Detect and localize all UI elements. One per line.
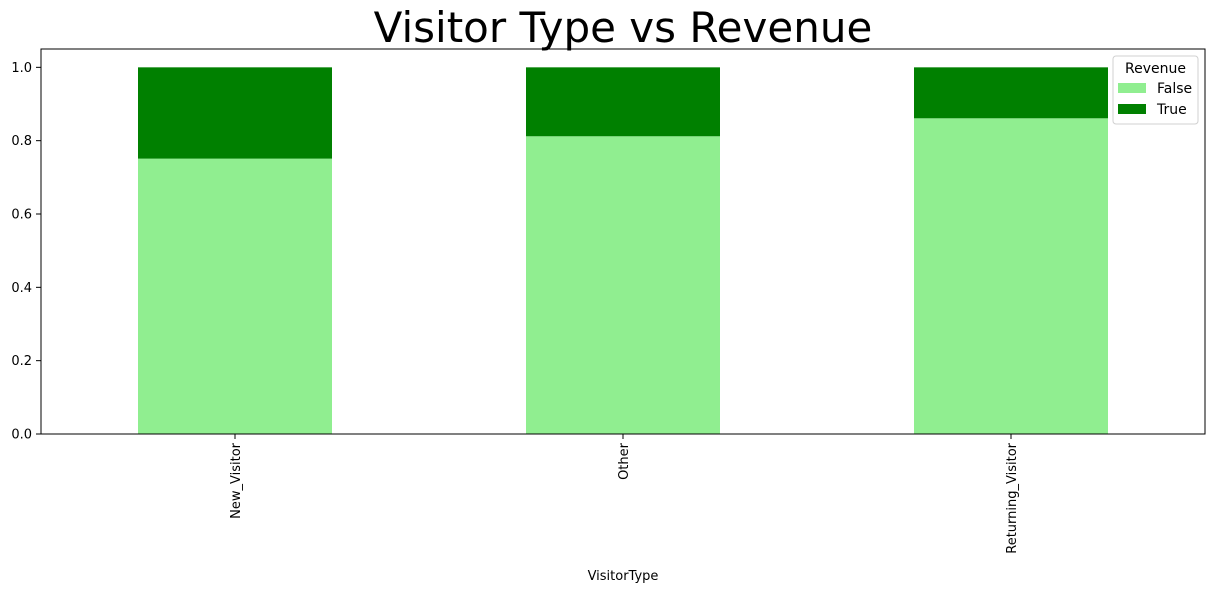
legend-swatch-true bbox=[1118, 104, 1146, 114]
legend-label-true: True bbox=[1156, 102, 1187, 118]
x-axis-label: VisitorType bbox=[588, 569, 659, 584]
bar-returning-visitor-false bbox=[914, 118, 1108, 435]
bar-new-visitor-false bbox=[138, 158, 332, 434]
y-tick-label: 0.2 bbox=[11, 354, 32, 369]
x-axis: New_Visitor Other Returning_Visitor bbox=[229, 434, 1020, 554]
x-tick-label: Returning_Visitor bbox=[1005, 442, 1020, 553]
legend-title: Revenue bbox=[1125, 61, 1186, 77]
y-tick-label: 1.0 bbox=[11, 61, 32, 76]
bar-other-false bbox=[526, 136, 720, 434]
y-tick-label: 0.0 bbox=[11, 428, 32, 443]
plot-frame bbox=[40, 48, 1206, 435]
x-tick-label: Other bbox=[617, 442, 632, 480]
y-tick-label: 0.4 bbox=[11, 281, 32, 296]
bars-group bbox=[138, 67, 1108, 435]
y-tick-label: 0.6 bbox=[11, 208, 32, 223]
y-tick-label: 0.8 bbox=[11, 134, 32, 149]
legend-swatch-false bbox=[1118, 83, 1146, 93]
y-axis: 0.0 0.2 0.4 0.6 0.8 1.0 bbox=[11, 61, 41, 443]
chart-title: Visitor Type vs Revenue bbox=[374, 3, 873, 52]
bar-new-visitor-true bbox=[138, 67, 332, 159]
bar-other-true bbox=[526, 67, 720, 137]
legend: Revenue False True bbox=[1112, 55, 1199, 125]
legend-label-false: False bbox=[1157, 81, 1192, 97]
bar-returning-visitor-true bbox=[914, 67, 1108, 119]
x-tick-label: New_Visitor bbox=[229, 442, 244, 519]
